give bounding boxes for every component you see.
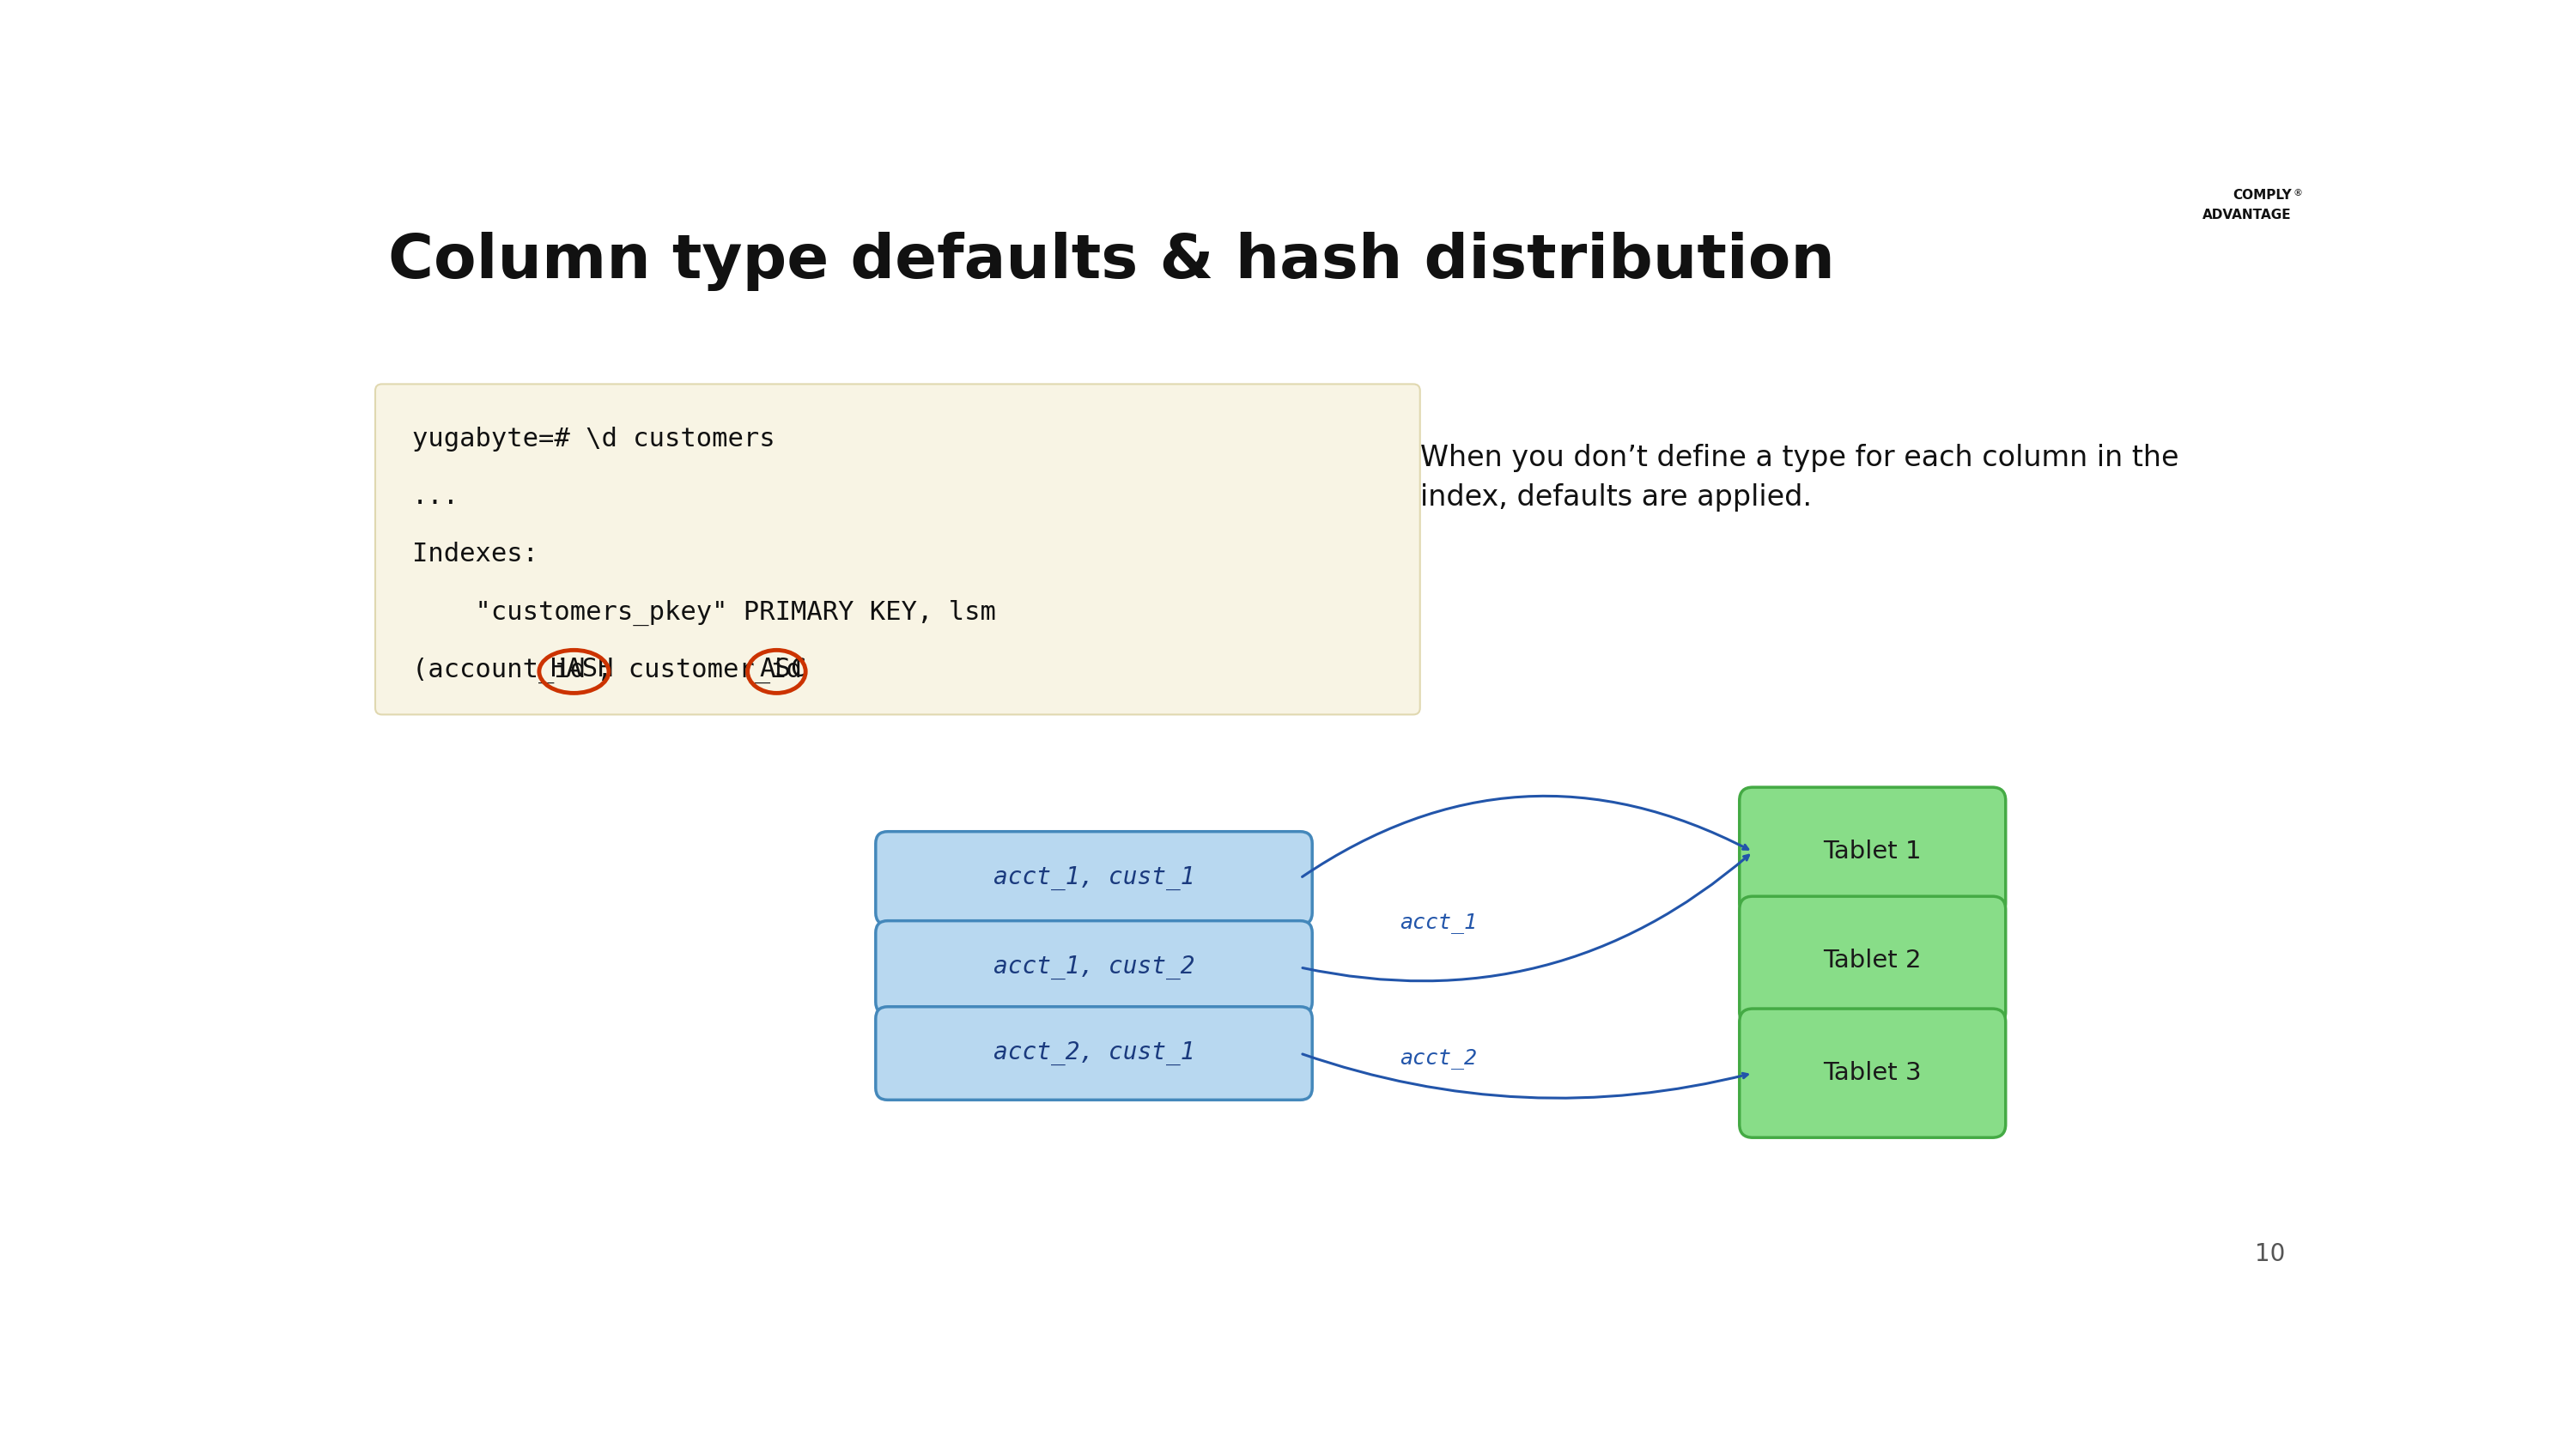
Text: Tablet 2: Tablet 2 [1824,949,1922,972]
FancyBboxPatch shape [876,1007,1311,1100]
Text: 10: 10 [2254,1242,2285,1266]
Text: ADVANTAGE: ADVANTAGE [2202,209,2293,222]
Text: acct_2: acct_2 [1401,1048,1479,1068]
Text: (account_id: (account_id [412,656,600,682]
Text: ASC: ASC [760,656,806,682]
Text: Tablet 3: Tablet 3 [1824,1061,1922,1085]
FancyBboxPatch shape [376,384,1419,714]
Text: ...: ... [412,484,459,510]
Text: Tablet 1: Tablet 1 [1824,839,1922,864]
FancyBboxPatch shape [876,920,1311,1014]
FancyBboxPatch shape [1739,1009,2007,1137]
Text: COMPLY: COMPLY [2233,188,2293,201]
Text: acct_1, cust_1: acct_1, cust_1 [994,867,1195,890]
FancyBboxPatch shape [1739,897,2007,1026]
Text: yugabyte=# \d customers: yugabyte=# \d customers [412,427,775,452]
Text: When you don’t define a type for each column in the
index, defaults are applied.: When you don’t define a type for each co… [1419,443,2179,511]
Text: acct_2, cust_1: acct_2, cust_1 [994,1042,1195,1065]
Text: "customers_pkey" PRIMARY KEY, lsm: "customers_pkey" PRIMARY KEY, lsm [412,600,994,626]
Text: acct_1: acct_1 [1401,913,1479,933]
Text: acct_1, cust_2: acct_1, cust_2 [994,955,1195,980]
Text: HASH: HASH [551,656,613,682]
Text: ®: ® [2293,188,2303,197]
Text: Column type defaults & hash distribution: Column type defaults & hash distribution [389,232,1834,291]
FancyBboxPatch shape [1739,787,2007,916]
FancyBboxPatch shape [876,832,1311,924]
Text: , customer_id: , customer_id [598,656,819,682]
Text: Indexes:: Indexes: [412,542,538,567]
